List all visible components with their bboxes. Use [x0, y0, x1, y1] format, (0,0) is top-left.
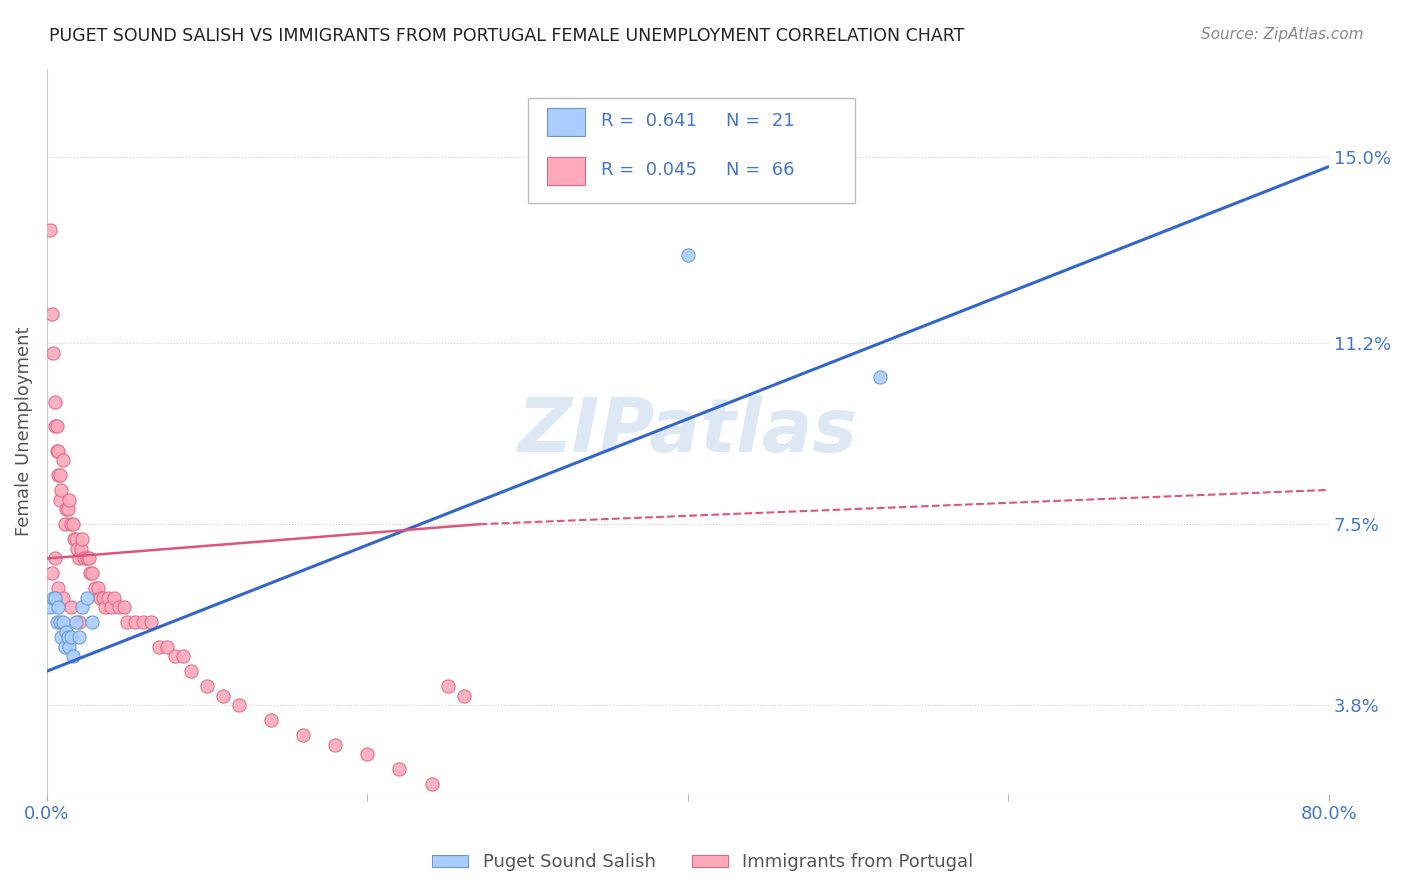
Point: [45, 615, 67, 630]
Point: [53, 517, 76, 532]
Point: [44, 394, 66, 409]
Point: [66, 541, 89, 556]
Point: [180, 664, 202, 678]
Point: [292, 728, 315, 742]
Point: [39, 223, 62, 237]
Point: [52, 615, 75, 630]
Point: [76, 551, 98, 566]
Point: [44, 591, 66, 605]
Point: [260, 713, 283, 727]
Point: [676, 248, 699, 262]
Point: [436, 679, 458, 693]
Legend: Puget Sound Salish, Immigrants from Portugal: Puget Sound Salish, Immigrants from Port…: [425, 847, 981, 879]
Text: N =  66: N = 66: [727, 161, 794, 179]
Point: [55, 625, 77, 640]
Point: [62, 517, 84, 532]
Point: [84, 581, 107, 595]
Text: PUGET SOUND SALISH VS IMMIGRANTS FROM PORTUGAL FEMALE UNEMPLOYMENT CORRELATION C: PUGET SOUND SALISH VS IMMIGRANTS FROM PO…: [49, 27, 965, 45]
Bar: [547, 109, 585, 136]
Point: [56, 630, 79, 644]
Point: [44, 419, 66, 434]
Point: [124, 615, 146, 630]
Point: [172, 649, 194, 664]
Point: [63, 532, 86, 546]
Point: [67, 630, 90, 644]
Point: [67, 615, 90, 630]
Y-axis label: Female Unemployment: Female Unemployment: [15, 326, 32, 536]
Point: [87, 581, 110, 595]
Point: [165, 649, 187, 664]
Point: [212, 689, 235, 703]
FancyBboxPatch shape: [527, 97, 855, 202]
Point: [67, 551, 90, 566]
Point: [325, 738, 347, 752]
Point: [77, 551, 100, 566]
Point: [41, 566, 63, 581]
Point: [59, 517, 82, 532]
Point: [93, 600, 115, 615]
Point: [148, 640, 170, 654]
Point: [46, 600, 69, 615]
Point: [48, 615, 70, 630]
Point: [45, 419, 67, 434]
Point: [869, 370, 891, 384]
Point: [41, 306, 63, 320]
Point: [39, 600, 62, 615]
Point: [97, 591, 120, 605]
Point: [46, 581, 69, 595]
Point: [388, 762, 411, 776]
Point: [73, 551, 96, 566]
Point: [156, 640, 179, 654]
Point: [69, 541, 91, 556]
Point: [58, 640, 80, 654]
Point: [52, 453, 75, 467]
Bar: [547, 157, 585, 185]
Point: [65, 532, 87, 546]
Text: R =  0.045: R = 0.045: [600, 161, 697, 179]
Point: [65, 615, 87, 630]
Point: [51, 483, 73, 497]
Point: [53, 640, 76, 654]
Point: [59, 630, 82, 644]
Point: [70, 532, 93, 546]
Point: [108, 600, 131, 615]
Point: [453, 689, 475, 703]
Point: [42, 345, 65, 359]
Point: [91, 591, 114, 605]
Point: [52, 591, 75, 605]
Point: [76, 591, 98, 605]
Point: [42, 591, 65, 605]
Point: [100, 600, 122, 615]
Point: [115, 615, 138, 630]
Point: [51, 630, 73, 644]
Point: [58, 492, 80, 507]
Point: [420, 777, 443, 791]
Point: [56, 502, 79, 516]
Point: [228, 698, 250, 713]
Point: [356, 747, 378, 762]
Point: [55, 502, 77, 516]
Point: [70, 600, 93, 615]
Point: [195, 679, 218, 693]
Point: [112, 600, 135, 615]
Point: [48, 492, 70, 507]
Point: [103, 591, 125, 605]
Point: [46, 443, 69, 458]
Point: [139, 615, 162, 630]
Point: [79, 566, 101, 581]
Point: [62, 649, 84, 664]
Text: Source: ZipAtlas.com: Source: ZipAtlas.com: [1201, 27, 1364, 42]
Point: [46, 468, 69, 483]
Point: [80, 566, 103, 581]
Point: [59, 600, 82, 615]
Point: [44, 551, 66, 566]
Point: [132, 615, 155, 630]
Point: [45, 443, 67, 458]
Text: R =  0.641: R = 0.641: [600, 112, 697, 130]
Text: ZIPatlas: ZIPatlas: [517, 394, 858, 467]
Point: [80, 615, 103, 630]
Text: N =  21: N = 21: [727, 112, 794, 130]
Point: [89, 591, 111, 605]
Point: [48, 468, 70, 483]
